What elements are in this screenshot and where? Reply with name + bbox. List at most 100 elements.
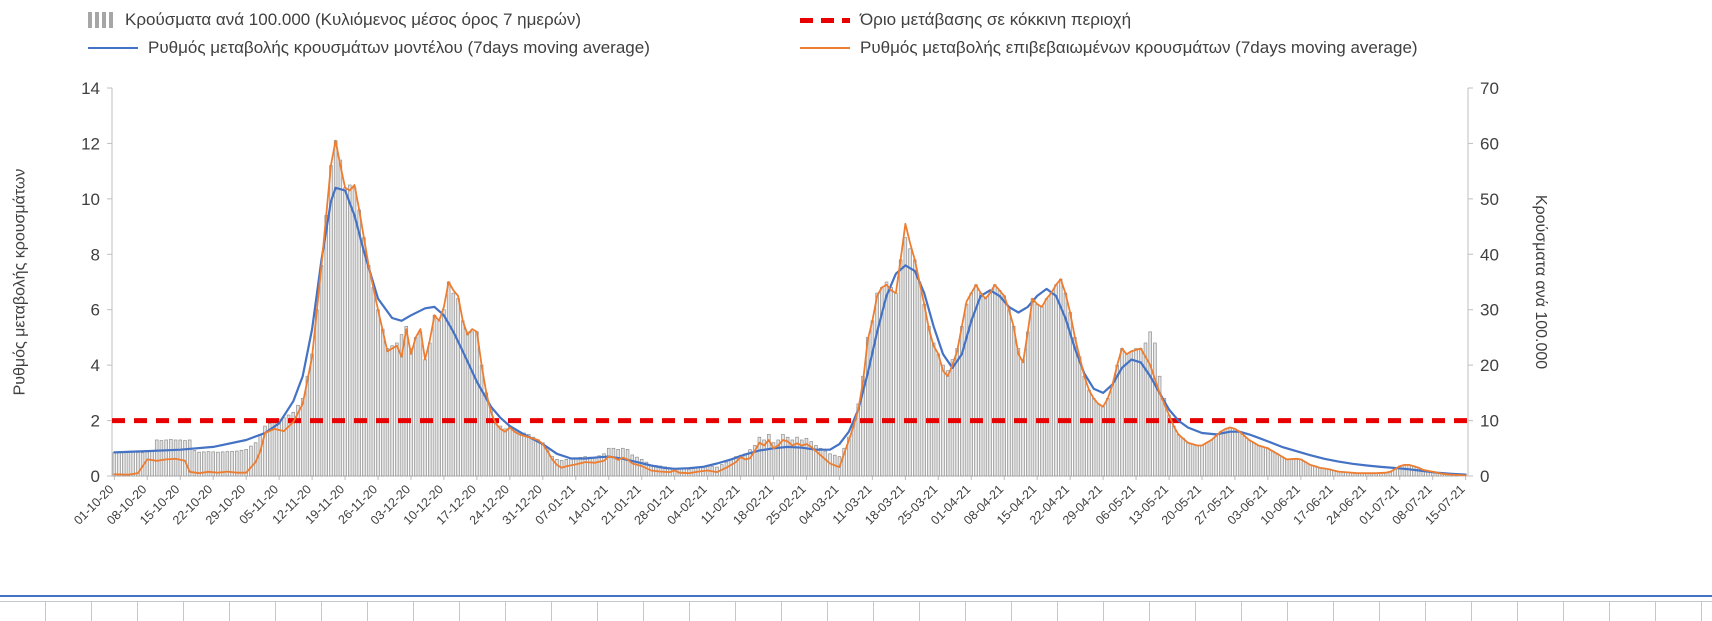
- bar: [964, 303, 969, 477]
- x-axis-labels: 01-10-2008-10-2015-10-2022-10-2029-10-20…: [71, 476, 1468, 528]
- bar: [625, 449, 630, 477]
- bar: [343, 187, 347, 477]
- bar: [1275, 453, 1280, 477]
- bar: [404, 325, 409, 477]
- bar: [131, 451, 135, 477]
- bar: [800, 439, 804, 477]
- right-axis-tick-label: 30: [1480, 301, 1499, 320]
- bar: [828, 453, 832, 477]
- bar: [1091, 398, 1096, 477]
- bar: [635, 456, 639, 477]
- bar: [1228, 426, 1232, 477]
- bar: [159, 440, 164, 477]
- bar: [465, 331, 470, 477]
- bar: [117, 452, 121, 477]
- bar: [310, 353, 314, 477]
- bar: [1044, 298, 1049, 477]
- bar: [1054, 284, 1058, 477]
- bar: [522, 432, 526, 477]
- bar: [390, 345, 394, 477]
- bar: [503, 428, 507, 477]
- bar: [894, 292, 898, 477]
- bar: [564, 459, 569, 477]
- axes: 0 2 4 6 8 10 12 14 0 10 20 30 40 50 60 70: [81, 79, 1499, 486]
- bar: [908, 248, 912, 477]
- bar: [1139, 348, 1143, 477]
- bar: [216, 451, 220, 477]
- bar: [814, 445, 818, 477]
- bar: [1284, 459, 1289, 477]
- right-axis-tick-label: 40: [1480, 245, 1499, 264]
- bar: [884, 281, 889, 477]
- bar: [202, 451, 206, 477]
- bar: [1035, 303, 1039, 477]
- bar: [211, 451, 215, 477]
- bar: [1233, 428, 1237, 477]
- bar: [277, 418, 281, 477]
- worksheet-strip: [0, 595, 1712, 621]
- bar: [1209, 439, 1214, 477]
- bar: [1011, 325, 1016, 477]
- bar: [526, 434, 531, 477]
- bar: [1157, 375, 1162, 477]
- bar: [574, 457, 578, 477]
- bar: [493, 420, 498, 477]
- bar: [1049, 292, 1054, 477]
- bar: [588, 456, 592, 477]
- bar: [1148, 331, 1152, 477]
- bar: [941, 364, 945, 477]
- bar: [903, 237, 908, 477]
- bar: [776, 439, 780, 477]
- bar: [267, 422, 272, 477]
- bar: [1110, 384, 1115, 477]
- bar: [757, 436, 762, 477]
- right-axis-tick-label: 0: [1480, 467, 1489, 486]
- bar: [748, 449, 752, 477]
- bar: [376, 309, 380, 477]
- bar: [1289, 458, 1294, 477]
- bar: [889, 287, 893, 477]
- bar: [1115, 364, 1119, 477]
- bar: [1214, 435, 1218, 477]
- bar: [734, 456, 738, 477]
- bar: [1317, 467, 1322, 477]
- bar: [583, 456, 587, 477]
- bar: [446, 281, 451, 477]
- bar: [517, 431, 522, 477]
- bar: [1242, 435, 1247, 477]
- bar: [286, 414, 291, 477]
- bar: [752, 445, 757, 477]
- bar: [512, 428, 517, 477]
- bar: [616, 449, 620, 477]
- worksheet-cells-row[interactable]: [0, 601, 1712, 621]
- bar: [456, 298, 460, 477]
- right-axis-tick-label: 50: [1480, 190, 1499, 209]
- threshold-legend-swatch-icon: [800, 17, 850, 23]
- bar: [771, 442, 776, 477]
- bar: [847, 436, 851, 477]
- left-axis-tick-label: 2: [91, 412, 100, 431]
- bar: [978, 292, 983, 477]
- bar: [352, 187, 357, 477]
- bar: [197, 451, 201, 477]
- bar: [1204, 442, 1209, 477]
- bar: [451, 292, 456, 477]
- bar: [508, 425, 512, 477]
- bar: [300, 398, 305, 477]
- bar: [917, 281, 922, 477]
- right-axis-tick-label: 10: [1480, 412, 1499, 431]
- bar: [541, 442, 545, 477]
- bar: [1322, 468, 1327, 477]
- bar: [1101, 406, 1105, 477]
- bar: [428, 342, 432, 477]
- bar: [945, 370, 950, 477]
- bar: [1040, 306, 1044, 477]
- bar: [395, 342, 399, 477]
- bar: [1167, 414, 1171, 477]
- legend-item-cases-bars: Κρούσματα ανά 100.000 (Κυλιόμενος μέσος …: [88, 10, 581, 30]
- bar: [225, 451, 230, 477]
- bar: [743, 453, 748, 477]
- bar: [399, 334, 404, 477]
